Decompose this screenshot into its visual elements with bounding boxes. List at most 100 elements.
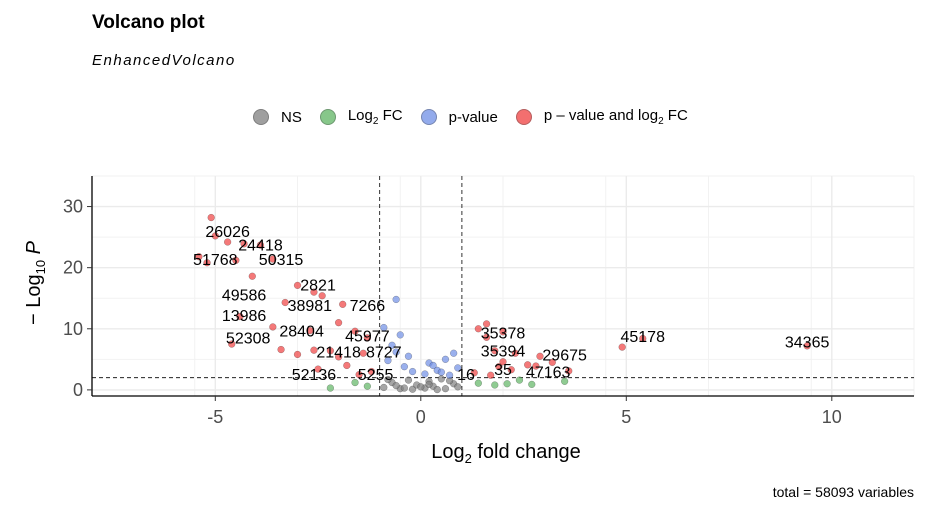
chart-subtitle: EnhancedVolcano	[92, 52, 236, 69]
point-ns	[454, 383, 462, 391]
point-p-value-and-log2-fc	[256, 241, 265, 249]
point-p-value-and-log2-fc	[326, 347, 335, 355]
point-label: 50315	[259, 252, 304, 269]
point-p-value-and-log2-fc	[277, 345, 285, 354]
legend: NS Log2 FC p-value p – value and log2 FC	[253, 104, 706, 130]
point-p-value-and-log2-fc	[470, 369, 478, 377]
point-p-value-and-log2-fc	[351, 327, 359, 335]
point-log2-fc	[474, 379, 482, 387]
legend-item-ns: NS	[253, 109, 302, 126]
point-p-value-and-log2-fc	[339, 300, 347, 308]
point-p-value-and-log2-fc	[223, 238, 232, 246]
cutoff-lines	[92, 176, 914, 396]
point-ns	[433, 385, 441, 394]
point-p-value-and-log2-fc	[499, 328, 507, 336]
y-tick-label: 20	[63, 258, 83, 278]
point-log2-fc	[515, 376, 524, 384]
caption: total = 58093 variables	[772, 484, 914, 500]
point-p-value-and-log2-fc	[306, 326, 314, 335]
point-p-value-and-log2-fc	[293, 350, 302, 359]
point-p-value-and-log2-fc	[482, 320, 491, 328]
point-log2-fc	[561, 377, 569, 385]
point-log2-fc	[528, 380, 536, 389]
point-p-value-and-log2-fc	[334, 353, 343, 361]
point-p-value-and-log2-fc	[367, 367, 376, 376]
x-tick-label: 0	[416, 407, 426, 427]
point-p-value-and-log2-fc	[495, 363, 503, 371]
point-p-value-and-log2-fc	[269, 323, 277, 331]
point-p-value-and-log2-fc	[293, 281, 302, 290]
point-p-value-and-log2-fc	[248, 272, 256, 280]
point-p-value-and-log2-fc	[310, 346, 318, 354]
point-label: 8727	[366, 345, 402, 362]
point-label: 2821	[300, 277, 336, 294]
point-label: 13986	[222, 308, 267, 325]
x-axis-label: Log2 fold change	[431, 441, 581, 466]
point-p-value	[429, 361, 437, 370]
point-p-value-and-log2-fc	[318, 292, 326, 300]
point-label: 45977	[345, 329, 390, 346]
point-p-value	[380, 323, 388, 332]
legend-item-log2fc: Log2 FC	[319, 107, 403, 127]
point-label: 52308	[226, 330, 271, 347]
point-p-value-and-log2-fc	[281, 298, 289, 307]
point-p-value-and-log2-fc	[240, 240, 248, 248]
legend-label-pvalue: p-value	[448, 108, 498, 126]
point-p-value-and-log2-fc	[363, 334, 372, 342]
point-p-value	[454, 364, 462, 372]
point-ns	[404, 376, 413, 384]
point-label: 49586	[222, 288, 267, 305]
point-ns	[384, 375, 392, 384]
point-p-value-and-log2-fc	[524, 361, 532, 369]
point-p-value-and-log2-fc	[532, 362, 540, 370]
point-label: 35394	[481, 343, 526, 360]
point-p-value-and-log2-fc	[507, 366, 515, 374]
point-p-value	[441, 355, 450, 363]
point-label: 24418	[238, 238, 283, 255]
point-p-value-and-log2-fc	[195, 253, 203, 261]
point-p-value-and-log2-fc	[207, 213, 215, 222]
point-p-value-and-log2-fc	[203, 259, 211, 267]
point-p-value-and-log2-fc	[334, 319, 343, 327]
chart-title: Volcano plot	[92, 12, 205, 33]
point-label: 26026	[205, 224, 250, 241]
point-p-value-and-log2-fc	[236, 312, 244, 321]
point-p-value-and-log2-fc	[565, 367, 573, 375]
point-ns	[408, 385, 417, 393]
point-ns	[441, 385, 450, 393]
point-p-value-and-log2-fc	[618, 343, 626, 351]
point-p-value-and-log2-fc	[511, 349, 519, 357]
legend-label-log2fc: Log2 FC	[347, 107, 403, 127]
legend-item-pvalue: p-value	[420, 108, 498, 126]
point-p-value-and-log2-fc	[803, 342, 811, 350]
legend-label-ns: NS	[281, 108, 302, 126]
point-p-value-and-log2-fc	[482, 333, 491, 341]
point-p-value	[408, 367, 417, 376]
point-p-value-and-log2-fc	[269, 255, 277, 263]
point-label: 52136	[292, 367, 337, 384]
point-label: 35378	[481, 326, 526, 343]
point-p-value-and-log2-fc	[474, 325, 482, 333]
point-label: 7266	[350, 298, 386, 315]
point-p-value	[388, 341, 396, 349]
point-label: 47163	[526, 365, 571, 382]
point-p-value	[392, 295, 400, 304]
point-p-value-and-log2-fc	[548, 358, 556, 367]
point-label: 51768	[193, 252, 238, 269]
point-label: 38981	[288, 298, 333, 315]
legend-swatch-pvalue	[420, 109, 437, 125]
legend-item-both: p – value and log2 FC	[515, 107, 688, 127]
point-log2-fc	[326, 384, 335, 392]
point-p-value	[392, 348, 400, 356]
point-p-value	[450, 349, 458, 357]
point-label: 35	[494, 362, 512, 379]
legend-label-both: p – value and log2 FC	[543, 107, 688, 127]
x-tick-label: 10	[822, 407, 842, 427]
point-p-value	[384, 356, 392, 365]
point-p-value-and-log2-fc	[487, 371, 495, 379]
point-p-value-and-log2-fc	[228, 340, 236, 348]
grid	[91, 175, 915, 396]
point-ns	[380, 383, 388, 392]
